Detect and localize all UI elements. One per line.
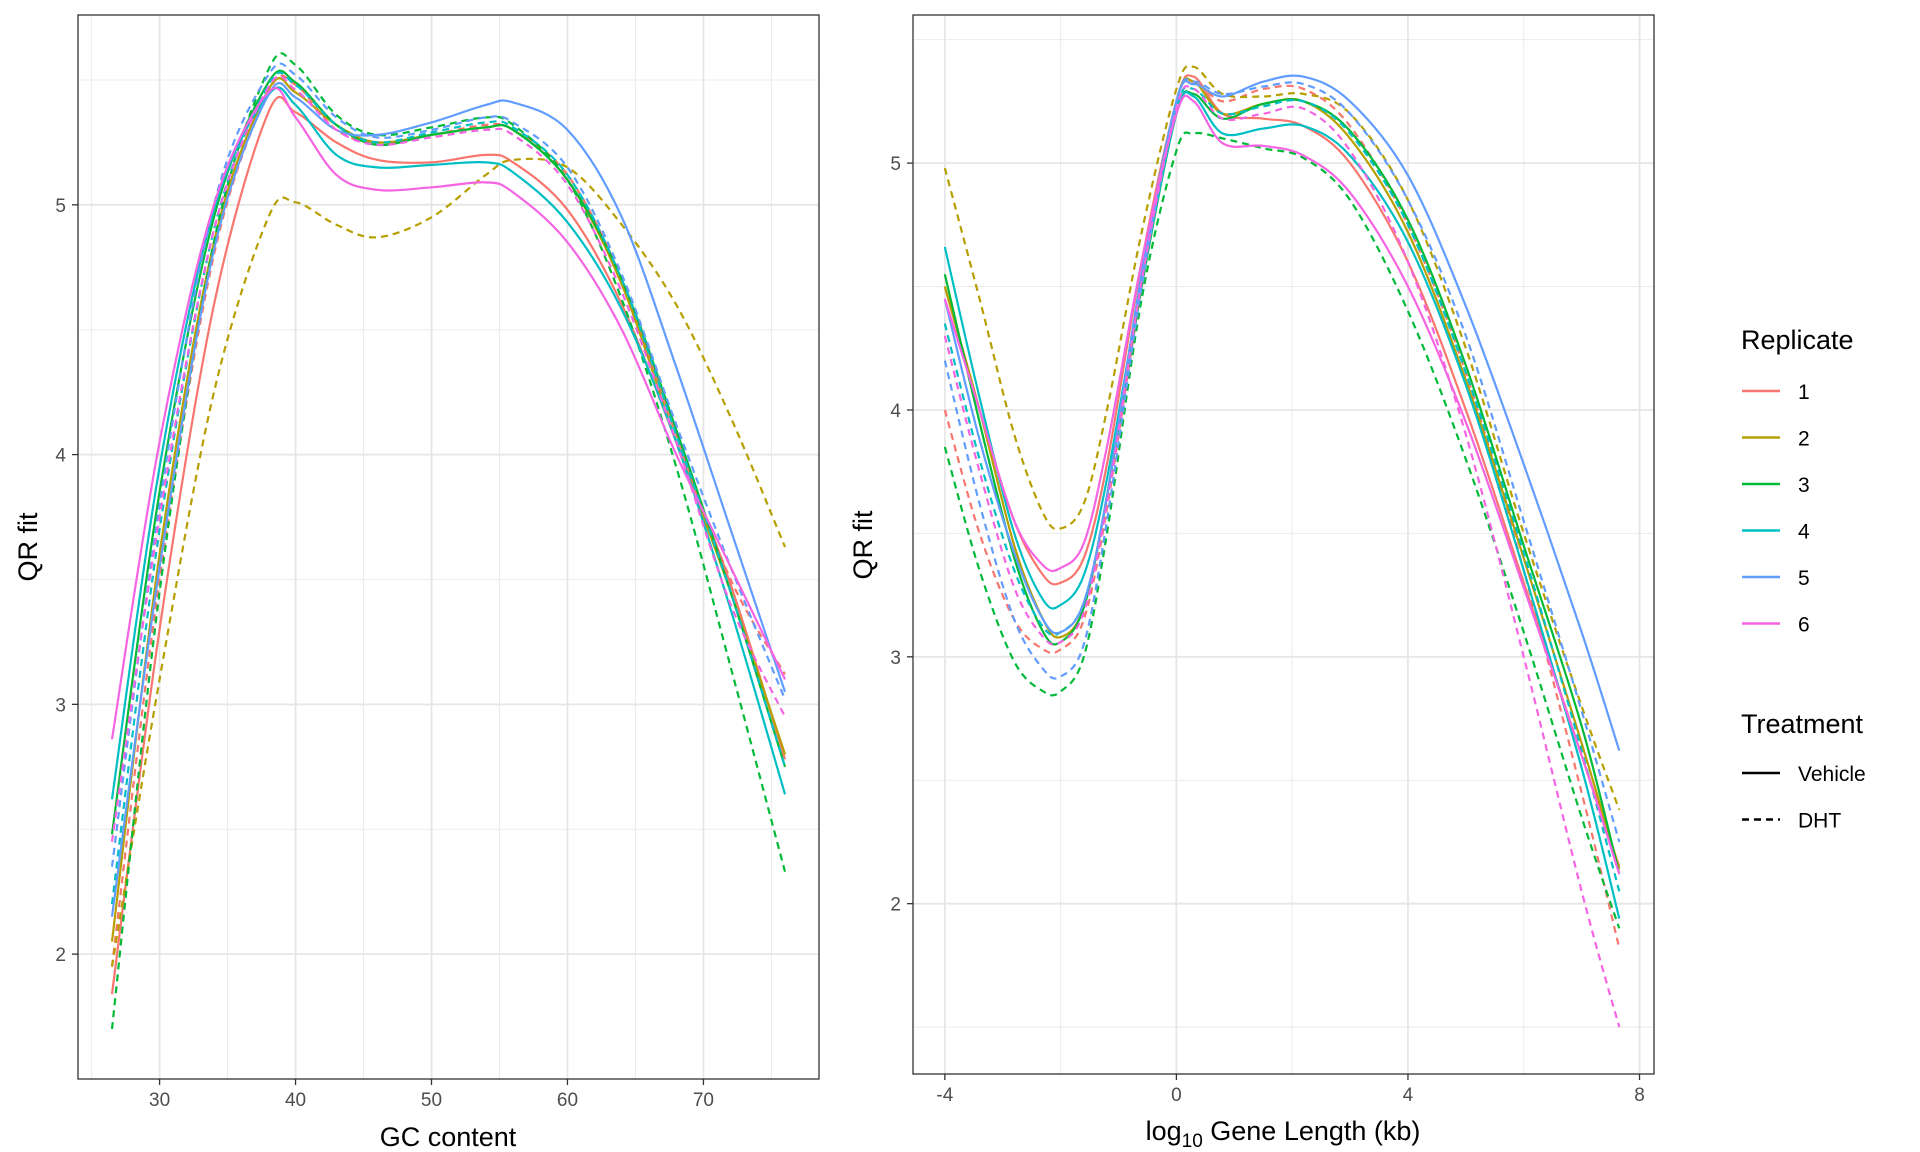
length-y-axis-ticks: 2 3 4 5 — [890, 154, 913, 916]
gc-y-tick-label-1: 3 — [55, 695, 66, 716]
length-y-axis-title: QR fit — [848, 510, 878, 580]
length-y-tick-label-2: 4 — [890, 401, 901, 422]
gc-series-rep3-vehicle — [110, 69, 787, 835]
gc-x-tick-label-4: 70 — [693, 1090, 714, 1111]
legend-treatment-title: Treatment — [1741, 709, 1864, 739]
length-x-title-rest: Gene Length (kb) — [1203, 1116, 1421, 1146]
legend-label-replicate-4: 4 — [1798, 521, 1810, 544]
length-series-rep1-vehicle — [943, 74, 1621, 867]
gc-series-rep5-vehicle — [110, 81, 787, 917]
length-x-axis-ticks: -4 0 4 8 — [936, 1074, 1645, 1106]
legend-label-replicate-2: 2 — [1798, 428, 1810, 451]
gc-grid-major — [78, 15, 819, 1079]
legend-replicate-title: Replicate — [1741, 325, 1854, 355]
length-y-tick-label-3: 5 — [890, 154, 901, 175]
length-panel-border — [912, 14, 1655, 1075]
gc-x-tick-label-3: 60 — [557, 1090, 578, 1111]
length-series-rep2-dht — [943, 64, 1621, 811]
gc-series-rep2-dht — [110, 157, 787, 967]
gc-y-tick-label-2: 4 — [55, 446, 66, 467]
gc-series-group — [110, 52, 787, 1030]
length-series-rep6-vehicle — [943, 94, 1621, 875]
length-series-rep1-dht — [943, 77, 1621, 949]
gc-x-tick-label-1: 40 — [285, 1090, 306, 1111]
gc-panel-background — [78, 15, 819, 1079]
legend-label-replicate-3: 3 — [1798, 474, 1810, 497]
gc-x-tick-label-0: 30 — [149, 1090, 170, 1111]
length-grid-major — [913, 15, 1654, 1074]
length-x-tick-label-1: 0 — [1171, 1085, 1182, 1106]
length-x-axis-title: log10 Gene Length (kb) — [1146, 1116, 1421, 1152]
gc-content-panel: 30 40 50 60 70 2 3 4 5 GC content QR fit — [13, 14, 820, 1152]
gc-series-rep5-dht — [110, 62, 787, 867]
length-series-rep3-vehicle — [943, 90, 1621, 875]
legend-replicate-keys: 1 2 3 4 5 6 — [1742, 381, 1810, 637]
gc-x-axis-title: GC content — [380, 1122, 517, 1152]
length-x-tick-label-2: 4 — [1403, 1085, 1414, 1106]
length-x-tick-label-0: -4 — [936, 1085, 953, 1106]
gc-series-rep6-vehicle — [110, 87, 787, 740]
gc-series-rep6-dht — [110, 75, 786, 842]
length-x-tick-label-3: 8 — [1634, 1085, 1645, 1106]
length-y-tick-label-0: 2 — [890, 895, 901, 916]
length-x-title-log: log — [1146, 1116, 1182, 1146]
legend-label-treatment-vehicle: Vehicle — [1798, 763, 1866, 786]
gc-x-axis-ticks: 30 40 50 60 70 — [149, 1079, 714, 1111]
gc-panel-border — [77, 14, 820, 1080]
length-series-rep4-vehicle — [943, 91, 1621, 919]
gc-y-axis-title: QR fit — [13, 512, 43, 582]
gc-y-tick-label-3: 5 — [55, 196, 66, 217]
length-x-title-subscript: 10 — [1182, 1131, 1203, 1152]
legend-label-replicate-1: 1 — [1798, 381, 1810, 404]
legend-treatment-keys: Vehicle DHT — [1742, 763, 1866, 833]
gene-length-panel: -4 0 4 8 2 3 4 5 log10 Gene Length (kb) QR fit — [848, 14, 1655, 1152]
length-series-rep5-vehicle — [943, 74, 1621, 751]
length-series-rep5-dht — [943, 78, 1621, 843]
length-y-tick-label-1: 3 — [890, 648, 901, 669]
gc-series-rep4-dht — [110, 71, 787, 905]
legend-label-replicate-5: 5 — [1798, 567, 1810, 590]
gc-x-tick-label-2: 50 — [421, 1090, 442, 1111]
length-series-group — [943, 64, 1621, 1028]
gc-y-axis-ticks: 2 3 4 5 — [55, 196, 78, 966]
legend-label-replicate-6: 6 — [1798, 614, 1810, 637]
gc-y-tick-label-0: 2 — [55, 945, 66, 966]
legend-label-treatment-dht: DHT — [1798, 810, 1841, 833]
legend: Replicate 1 2 3 4 5 6 Treatment Vehicle DHT — [1741, 325, 1866, 833]
